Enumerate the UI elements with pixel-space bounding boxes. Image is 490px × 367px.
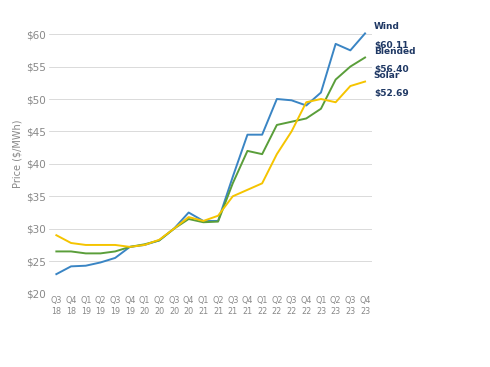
Text: $60.11: $60.11 [374, 41, 408, 50]
Text: Solar: Solar [374, 70, 400, 80]
Text: $52.69: $52.69 [374, 89, 409, 98]
Text: Blended: Blended [374, 47, 416, 55]
Y-axis label: Price ($/MWh): Price ($/MWh) [12, 120, 22, 188]
Text: $56.40: $56.40 [374, 65, 409, 74]
Text: Wind: Wind [374, 22, 400, 32]
